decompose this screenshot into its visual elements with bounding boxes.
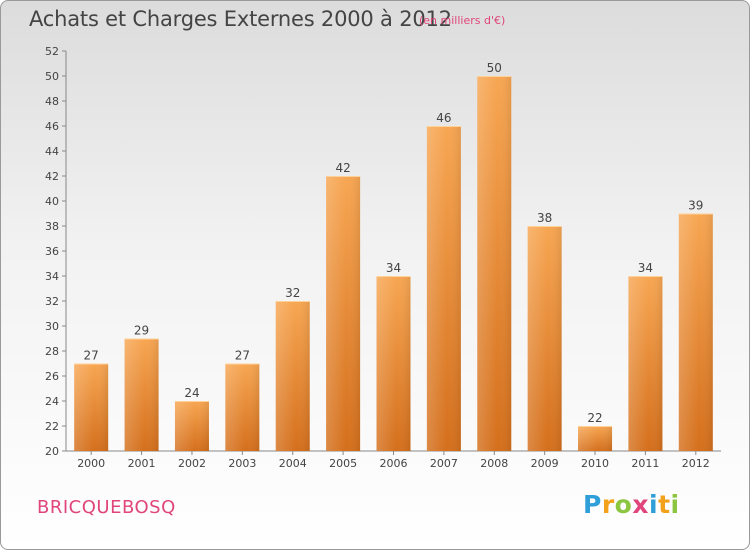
bar-value-label: 46 bbox=[436, 111, 451, 125]
bar-value-label: 34 bbox=[386, 261, 401, 275]
bar-value-label: 27 bbox=[84, 349, 99, 363]
x-tick-label: 2009 bbox=[531, 457, 559, 470]
x-tick-label: 2012 bbox=[682, 457, 710, 470]
logo-letter: P bbox=[583, 490, 602, 519]
x-tick-label: 2004 bbox=[279, 457, 307, 470]
bar-shade bbox=[578, 426, 613, 451]
x-tick-label: 2010 bbox=[581, 457, 609, 470]
bar-value-label: 24 bbox=[184, 386, 199, 400]
logo-letter: o bbox=[614, 490, 633, 519]
y-tick-label: 28 bbox=[45, 345, 59, 358]
bar-value-label: 22 bbox=[587, 411, 602, 425]
y-tick-label: 52 bbox=[45, 45, 59, 58]
y-tick-label: 48 bbox=[45, 95, 59, 108]
proxiti-logo: Proxiti bbox=[583, 490, 680, 519]
logo-letter: i bbox=[649, 490, 659, 519]
x-tick-label: 2007 bbox=[430, 457, 458, 470]
bar-shade bbox=[74, 363, 109, 451]
x-tick-label: 2002 bbox=[178, 457, 206, 470]
y-tick-label: 46 bbox=[45, 120, 59, 133]
bar-shade bbox=[477, 76, 512, 451]
x-tick-label: 2001 bbox=[128, 457, 156, 470]
bar-shade bbox=[426, 126, 461, 451]
y-tick-label: 32 bbox=[45, 295, 59, 308]
y-tick-label: 24 bbox=[45, 395, 59, 408]
y-tick-label: 36 bbox=[45, 245, 59, 258]
bar-value-label: 29 bbox=[134, 324, 149, 338]
bar-shade bbox=[527, 226, 562, 451]
x-axis: 2000 2001 2002 2003 2004 2005 2006 2007 2008 2009… bbox=[66, 450, 721, 470]
logo-letter: i bbox=[670, 490, 680, 519]
logo-letter: t bbox=[658, 490, 671, 519]
bar-value-label: 27 bbox=[235, 349, 250, 363]
logo-letter: r bbox=[601, 490, 615, 519]
bar-shade bbox=[174, 401, 209, 451]
y-axis: 20 22 24 26 28 30 32 34 36 38 40 42 44 46 48 50 52 bbox=[45, 45, 67, 458]
commune-name: BRICQUEBOSQ bbox=[37, 497, 176, 518]
chart-subtitle: (en milliers d'€) bbox=[419, 14, 506, 27]
bar-value-label: 50 bbox=[487, 61, 502, 75]
bar-value-label: 42 bbox=[335, 161, 350, 175]
bar-shade bbox=[124, 338, 159, 451]
y-tick-label: 44 bbox=[45, 145, 59, 158]
bar-value-label: 34 bbox=[638, 261, 653, 275]
bar-shade bbox=[326, 176, 361, 451]
logo-letter: x bbox=[632, 490, 649, 519]
x-tick-label: 2003 bbox=[228, 457, 256, 470]
bar-shade bbox=[376, 276, 411, 451]
bar-shade bbox=[275, 301, 310, 451]
bar-value-label: 39 bbox=[688, 199, 703, 213]
bar-shade bbox=[678, 213, 713, 451]
y-tick-label: 30 bbox=[45, 320, 59, 333]
bars: 27 29 24 27 32 42 34 46 50 38 22 34 39 bbox=[74, 61, 713, 451]
x-tick-label: 2008 bbox=[480, 457, 508, 470]
y-tick-label: 26 bbox=[45, 370, 59, 383]
y-tick-label: 34 bbox=[45, 270, 59, 283]
x-tick-label: 2000 bbox=[77, 457, 105, 470]
y-tick-label: 42 bbox=[45, 170, 59, 183]
y-tick-label: 50 bbox=[45, 70, 59, 83]
y-tick-label: 40 bbox=[45, 195, 59, 208]
bar-value-label: 32 bbox=[285, 286, 300, 300]
y-tick-label: 22 bbox=[45, 420, 59, 433]
x-tick-label: 2011 bbox=[631, 457, 659, 470]
y-tick-label: 38 bbox=[45, 220, 59, 233]
bar-shade bbox=[628, 276, 663, 451]
bar-shade bbox=[225, 363, 260, 451]
bar-value-label: 38 bbox=[537, 211, 552, 225]
x-tick-label: 2006 bbox=[380, 457, 408, 470]
y-tick-label: 20 bbox=[45, 445, 59, 458]
chart-title: Achats et Charges Externes 2000 à 2012 bbox=[29, 7, 452, 31]
x-tick-label: 2005 bbox=[329, 457, 357, 470]
